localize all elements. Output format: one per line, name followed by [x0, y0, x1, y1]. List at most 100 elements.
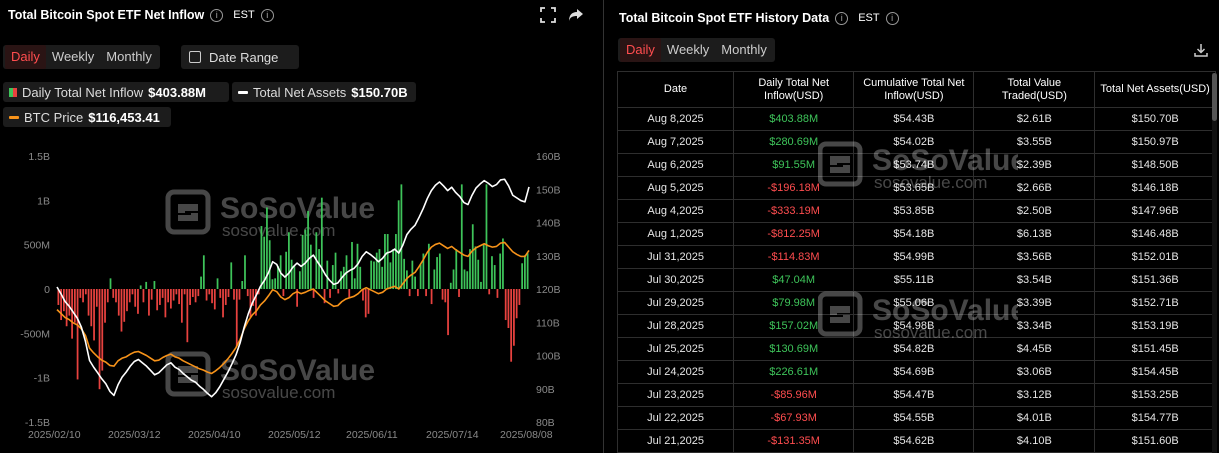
tab-daily[interactable]: Daily — [5, 45, 46, 69]
net-inflow-chart[interactable]: 1.5B 1B 500M 0 -500M -1B -1.5B 160B 150B 140B 130B… — [0, 140, 599, 453]
btc-price-line[interactable] — [56, 241, 530, 375]
inflow-bar[interactable] — [189, 289, 191, 305]
inflow-bar[interactable] — [126, 289, 128, 312]
inflow-bar[interactable] — [482, 244, 485, 289]
inflow-bar[interactable] — [318, 249, 320, 289]
inflow-bar[interactable] — [230, 262, 233, 289]
inflow-bar[interactable] — [504, 289, 507, 321]
inflow-bar[interactable] — [252, 289, 255, 306]
inflow-bar[interactable] — [342, 266, 345, 289]
inflow-bar[interactable] — [194, 289, 197, 303]
table-row[interactable]: Aug 6,2025 $91.55M $53.74B $2.39B $148.50B — [616, 153, 1216, 177]
inflow-bar[interactable] — [370, 260, 373, 289]
inflow-bar[interactable] — [444, 289, 447, 303]
inflow-bar[interactable] — [334, 252, 337, 289]
table-row[interactable]: Jul 25,2025 $130.69M $54.82B $4.45B $151.45B — [616, 337, 1216, 361]
inflow-bar[interactable] — [178, 289, 180, 305]
tab-weekly[interactable]: Weekly — [666, 42, 710, 57]
inflow-bar[interactable] — [170, 289, 172, 309]
inflow-bar[interactable] — [513, 289, 515, 346]
inflow-bar[interactable] — [381, 266, 384, 289]
inflow-bar[interactable] — [329, 289, 331, 298]
inflow-bar[interactable] — [499, 253, 502, 289]
inflow-bar[interactable] — [191, 289, 194, 297]
inflow-bar[interactable] — [65, 289, 68, 327]
inflow-bar[interactable] — [222, 289, 224, 318]
inflow-bar[interactable] — [480, 281, 482, 289]
inflow-bar[interactable] — [244, 255, 246, 289]
inflow-bar[interactable] — [441, 289, 444, 300]
inflow-bar[interactable] — [115, 289, 117, 303]
inflow-bar[interactable] — [98, 289, 101, 390]
inflow-bar[interactable] — [134, 289, 137, 307]
inflow-bar[interactable] — [491, 256, 493, 289]
inflow-bar[interactable] — [172, 289, 175, 301]
inflow-bar[interactable] — [117, 289, 120, 316]
inflow-bar[interactable] — [471, 224, 474, 289]
inflow-bar[interactable] — [139, 285, 142, 289]
total-net-assets-line[interactable] — [56, 178, 530, 398]
table-row[interactable]: Jul 30,2025 $47.04M $55.11B $3.54B $151.36B — [616, 268, 1216, 292]
inflow-bar[interactable] — [235, 289, 238, 347]
inflow-bar[interactable] — [90, 289, 93, 327]
table-row[interactable]: Jul 28,2025 $157.02M $54.98B $3.34B $153.19B — [616, 314, 1216, 338]
share-icon[interactable] — [566, 6, 586, 26]
table-row[interactable]: Jul 31,2025 -$114.83M $54.99B $3.56B $152.01… — [616, 245, 1216, 269]
inflow-bar[interactable] — [378, 249, 381, 289]
inflow-bar[interactable] — [510, 289, 513, 362]
inflow-bar[interactable] — [290, 259, 293, 289]
inflow-bar[interactable] — [384, 234, 386, 289]
inflow-bar[interactable] — [164, 289, 167, 318]
inflow-bar[interactable] — [93, 289, 95, 341]
inflow-bar[interactable] — [477, 259, 480, 289]
inflow-bar[interactable] — [331, 265, 334, 289]
inflow-bar[interactable] — [274, 278, 277, 289]
inflow-bar[interactable] — [150, 289, 153, 300]
inflow-bar[interactable] — [351, 242, 353, 289]
inflow-bar[interactable] — [213, 289, 216, 310]
inflow-bar[interactable] — [266, 207, 268, 289]
inflow-bar[interactable] — [463, 269, 466, 289]
date-range-button[interactable]: Date Range — [181, 45, 299, 69]
info-icon[interactable]: i — [835, 11, 849, 25]
inflow-bar[interactable] — [246, 289, 249, 297]
inflow-bar[interactable] — [145, 281, 148, 289]
inflow-bar[interactable] — [469, 249, 471, 289]
inflow-bar[interactable] — [323, 289, 326, 304]
inflow-bar[interactable] — [397, 200, 400, 289]
inflow-bar[interactable] — [161, 289, 164, 298]
inflow-bar[interactable] — [414, 276, 416, 289]
inflow-bar[interactable] — [515, 289, 518, 319]
inflow-bar[interactable] — [524, 255, 526, 289]
inflow-bar[interactable] — [112, 289, 115, 298]
inflow-bar[interactable] — [241, 281, 244, 289]
inflow-bar[interactable] — [263, 236, 266, 289]
inflow-bar[interactable] — [293, 265, 296, 289]
inflow-bar[interactable] — [427, 243, 430, 289]
tab-weekly[interactable]: Weekly — [51, 49, 95, 64]
inflow-bar[interactable] — [131, 289, 134, 295]
inflow-bar[interactable] — [109, 278, 112, 289]
tab-monthly[interactable]: Monthly — [721, 42, 767, 57]
inflow-bar[interactable] — [458, 289, 460, 297]
inflow-bar[interactable] — [452, 269, 455, 289]
inflow-bar[interactable] — [87, 289, 90, 316]
inflow-bar[interactable] — [153, 281, 156, 289]
fullscreen-icon[interactable] — [538, 6, 558, 26]
inflow-bar[interactable] — [419, 264, 422, 289]
inflow-bar[interactable] — [386, 234, 389, 289]
inflow-bar[interactable] — [403, 258, 406, 289]
inflow-bar[interactable] — [197, 289, 200, 297]
inflow-bar[interactable] — [526, 253, 529, 289]
inflow-bar[interactable] — [348, 289, 351, 298]
inflow-bar[interactable] — [312, 289, 315, 298]
inflow-bar[interactable] — [493, 265, 496, 289]
table-row[interactable]: Jul 29,2025 $79.98M $55.06B $3.39B $152.71B — [616, 291, 1216, 315]
inflow-bar[interactable] — [353, 278, 356, 289]
table-row[interactable]: Aug 5,2025 -$196.18M $53.65B $2.66B $146.18B — [616, 176, 1216, 200]
inflow-bar[interactable] — [104, 289, 106, 323]
inflow-bar[interactable] — [148, 289, 150, 316]
inflow-bar[interactable] — [76, 289, 79, 380]
table-row[interactable]: Aug 4,2025 -$333.19M $53.85B $2.50B $147.96B — [616, 199, 1216, 223]
inflow-bar[interactable] — [460, 184, 463, 289]
